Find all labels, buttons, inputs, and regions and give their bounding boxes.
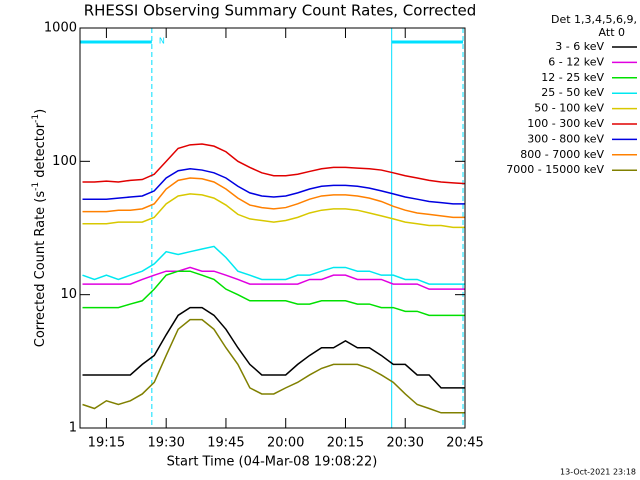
y-axis-label: Corrected Count Rate (s-1 detector-1): [31, 109, 48, 347]
legend-header: Att 0: [599, 26, 625, 39]
series-line: [82, 270, 465, 317]
x-tick-label: 19:45: [207, 436, 244, 451]
legend-label: 300 - 800 keV: [527, 132, 604, 145]
x-axis-label: Start Time (04-Mar-08 19:08:22): [167, 455, 378, 470]
x-tick-label: 19:15: [88, 436, 125, 451]
axes-frame: [79, 27, 466, 429]
series-line: [82, 306, 465, 389]
y-axis-label-part: ): [33, 109, 48, 114]
legend-label: 6 - 12 keV: [548, 55, 604, 68]
legend-label: 3 - 6 keV: [555, 40, 604, 53]
x-tick-label: 20:15: [327, 436, 364, 451]
legend-label: 100 - 300 keV: [527, 117, 604, 130]
legend-label: 800 - 7000 keV: [520, 148, 604, 161]
series-line: [82, 177, 465, 219]
y-tick-label: 1: [69, 421, 77, 436]
series-line: [82, 193, 465, 229]
x-tick-label: 19:30: [147, 436, 184, 451]
night-label: N: [159, 37, 165, 46]
plot-area: [79, 28, 466, 428]
series-line: [82, 245, 465, 285]
legend-label: 7000 - 15000 keV: [506, 163, 604, 176]
legend-label: 25 - 50 keV: [541, 86, 604, 99]
series-line: [82, 266, 465, 290]
y-axis-label-superscript: -1: [31, 182, 41, 191]
chart-title: RHESSI Observing Summary Count Rates, Co…: [84, 2, 477, 20]
y-axis-label-part: Corrected Count Rate (s: [33, 191, 48, 348]
series-line: [82, 167, 465, 205]
legend-header: Det 1,3,4,5,6,9,: [551, 13, 637, 26]
y-axis-label-part: detector: [33, 122, 48, 182]
series-line: [82, 143, 466, 185]
y-tick-label: 1000: [44, 21, 77, 36]
x-tick-label: 20:30: [387, 436, 424, 451]
footer: 13-Oct-2021 23:18: [560, 468, 636, 477]
x-tick-label: 20:45: [446, 436, 483, 451]
x-tick-label: 20:00: [267, 436, 304, 451]
y-tick-label: 100: [52, 154, 77, 169]
series-line: [82, 318, 465, 414]
y-axis-label-superscript: -1: [31, 114, 41, 123]
y-tick-label: 10: [60, 287, 77, 302]
legend-label: 50 - 100 keV: [534, 102, 604, 115]
legend-label: 12 - 25 keV: [541, 71, 604, 84]
